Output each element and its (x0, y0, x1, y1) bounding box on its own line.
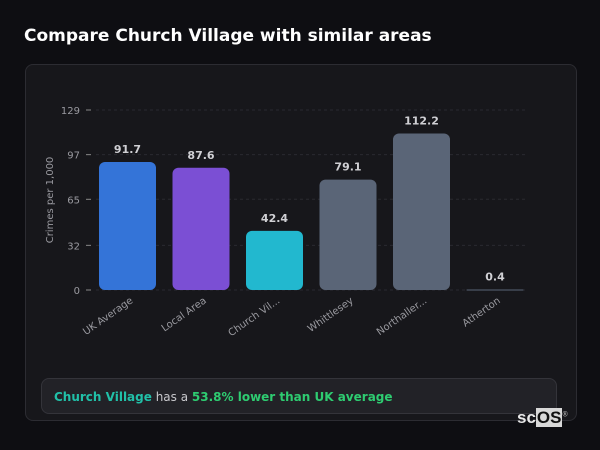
comparison-summary: Church Village has a 53.8% lower than UK… (41, 378, 557, 414)
summary-text: has a (151, 390, 192, 404)
area-name: Church Village (54, 390, 152, 404)
y-tick-label: 0 (74, 286, 80, 297)
y-tick-label: 65 (67, 195, 80, 206)
bar-uk-average (99, 162, 156, 290)
value-label: 42.4 (261, 212, 288, 225)
x-tick-label: Northaller... (375, 295, 429, 338)
y-tick-label: 129 (61, 106, 80, 117)
bar-whittlesey (319, 179, 377, 290)
y-tick-label: 32 (67, 241, 80, 252)
x-tick-label: Whittlesey (306, 295, 356, 334)
x-tick-label: UK Average (81, 295, 135, 337)
value-label: 91.7 (114, 143, 141, 156)
bar-atherton (466, 289, 524, 291)
y-tick-label: 97 (67, 151, 80, 162)
comparison-highlight: 53.8% lower than UK average (191, 390, 393, 404)
x-tick-label: Local Area (160, 295, 209, 334)
value-label: 79.1 (334, 161, 361, 174)
y-axis-label: Crimes per 1,000 (45, 157, 56, 244)
value-label: 87.6 (187, 149, 214, 162)
x-tick-label: Atherton (461, 295, 503, 329)
x-tick-label: Church Vil... (227, 295, 283, 339)
bar-northaller- (393, 133, 450, 290)
value-label: 112.2 (404, 114, 439, 127)
bar-local-area (172, 167, 230, 290)
bar-church-vil- (246, 230, 303, 290)
page-title: Compare Church Village with similar area… (24, 26, 432, 46)
logo-left: sc (517, 408, 536, 427)
logo-right: OS (535, 408, 563, 427)
logo-mark: ® (562, 411, 568, 419)
scos-logo: scOS® (517, 408, 568, 428)
value-label: 0.4 (485, 270, 505, 283)
